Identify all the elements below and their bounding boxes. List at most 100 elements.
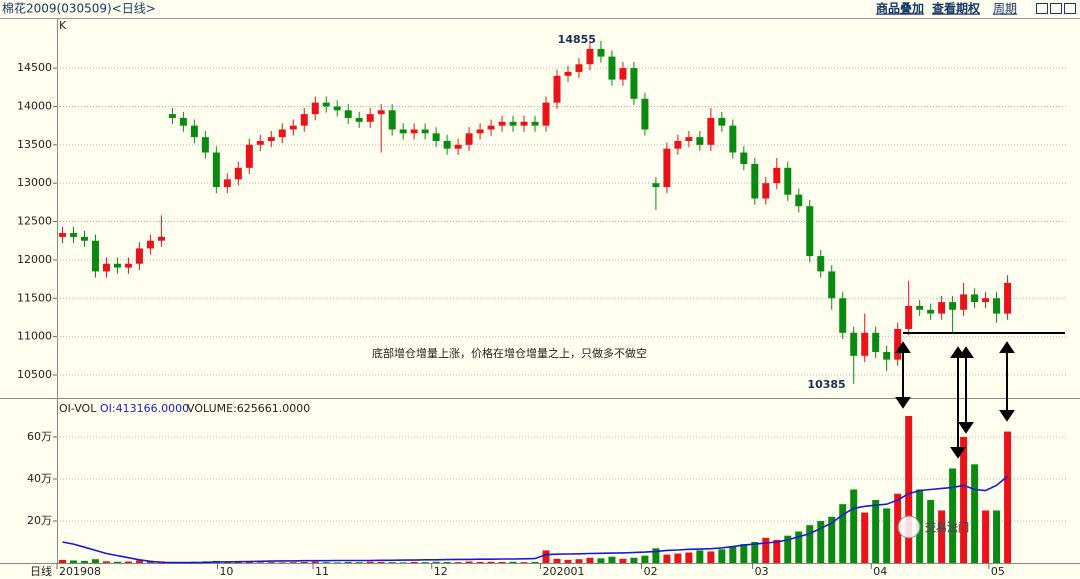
- candle-body: [564, 71, 572, 76]
- candle-body: [520, 121, 528, 126]
- volume-bar: [509, 561, 517, 563]
- y-tick-label: 13000: [17, 176, 52, 189]
- candle-body: [927, 309, 935, 314]
- button[interactable]: [1036, 3, 1048, 14]
- candle-body: [531, 121, 539, 126]
- volume-bar: [971, 464, 979, 563]
- volume-bar: [740, 544, 748, 563]
- candle-body: [575, 64, 583, 72]
- candle-body: [399, 129, 407, 134]
- y-tick-label: 14000: [17, 99, 52, 112]
- volume-bar: [80, 560, 88, 563]
- volume-bar: [443, 561, 451, 563]
- volume-bar: [355, 562, 363, 563]
- x-tick-label: 12: [434, 565, 448, 578]
- volume-bar: [652, 548, 660, 563]
- candle-body: [586, 48, 594, 65]
- x-tick-label: 03: [755, 565, 769, 578]
- candle-body: [454, 144, 462, 149]
- volume-bar: [674, 553, 682, 563]
- volume-bar: [927, 499, 935, 563]
- x-tick-label: 05: [991, 565, 1005, 578]
- candle-body: [300, 114, 308, 126]
- candle-body: [663, 148, 671, 188]
- candle-body: [91, 240, 99, 272]
- candle-body: [718, 117, 726, 126]
- volume-bar: [102, 561, 110, 563]
- button[interactable]: [1050, 3, 1062, 14]
- annotation: 底部增仓增量上涨，价格在增仓增量之上，只做多不做空: [372, 346, 647, 360]
- button[interactable]: [1064, 3, 1076, 14]
- volume-bar: [795, 531, 803, 563]
- volume-bar: [696, 550, 704, 563]
- candle-body: [784, 167, 792, 195]
- volume-bar: [553, 558, 561, 563]
- volume-bar: [872, 499, 880, 563]
- candle-body: [938, 302, 946, 314]
- candle-body: [432, 133, 440, 141]
- volume-bar: [135, 560, 143, 563]
- candle-body: [267, 137, 275, 141]
- candle-body: [124, 263, 132, 268]
- candle-body: [498, 121, 506, 126]
- x-tick-label: 10: [219, 565, 233, 578]
- readout: OI:413166.0000: [100, 402, 189, 415]
- candle-body: [168, 114, 176, 118]
- volume-bar: [586, 557, 594, 563]
- candle-body: [278, 129, 286, 138]
- candle-body: [894, 328, 902, 360]
- volume-bar: [1004, 431, 1012, 563]
- volume-bar: [542, 550, 550, 563]
- y-tick-label: 12500: [17, 215, 52, 228]
- candle-body: [333, 106, 341, 111]
- candle-body: [850, 332, 858, 356]
- volume-bar: [960, 436, 968, 563]
- volume-bar: [366, 561, 374, 563]
- volume-bar: [597, 558, 605, 563]
- candle-body: [993, 298, 1001, 314]
- candle-body: [113, 263, 121, 268]
- candle-body: [212, 152, 220, 188]
- candle-body: [69, 233, 77, 237]
- volume-bar: [806, 525, 814, 563]
- plot: 10500 11000 11500 12000 12500 13000 13500 14000…: [17, 33, 1068, 578]
- volume-bar: [91, 559, 99, 563]
- volume-bar: [454, 562, 462, 563]
- volume-bar: [839, 504, 847, 563]
- volume-bar: [685, 552, 693, 563]
- candle-body: [135, 248, 143, 264]
- candle-body: [201, 137, 209, 153]
- volume-bar: [388, 562, 396, 563]
- candle-body: [916, 305, 924, 310]
- candle-body: [58, 233, 66, 237]
- volume-bar: [113, 561, 121, 563]
- volume-bar: [729, 546, 737, 563]
- oi-line: [62, 475, 1009, 564]
- volume-bar: [718, 549, 726, 563]
- header-link[interactable]: 商品叠加: [876, 1, 924, 16]
- candle-body: [795, 194, 803, 207]
- volume-bar: [817, 520, 825, 563]
- x-tick-label: 202001: [543, 565, 585, 578]
- arrow-head: [895, 397, 911, 409]
- volume-bar: [751, 541, 759, 563]
- candle-body: [949, 302, 957, 310]
- candle-body: [289, 125, 297, 130]
- candle-body: [861, 332, 869, 356]
- header-link[interactable]: 查看期权: [931, 1, 981, 16]
- volume-bar: [465, 561, 473, 563]
- volume-bar: [608, 556, 616, 563]
- volume-bar: [487, 561, 495, 563]
- candle-body: [476, 129, 484, 134]
- volume-bar: [289, 562, 297, 563]
- volume-bar: [993, 510, 1001, 563]
- y-tick-label: 60万: [27, 430, 52, 443]
- readout: VOLUME:625661.0000: [187, 402, 310, 415]
- volume-bar: [905, 415, 913, 563]
- volume-bar: [399, 562, 407, 563]
- volume-bar: [344, 561, 352, 563]
- candle-body: [388, 110, 396, 130]
- candle-body: [773, 167, 781, 184]
- header-link[interactable]: 周期: [993, 2, 1017, 16]
